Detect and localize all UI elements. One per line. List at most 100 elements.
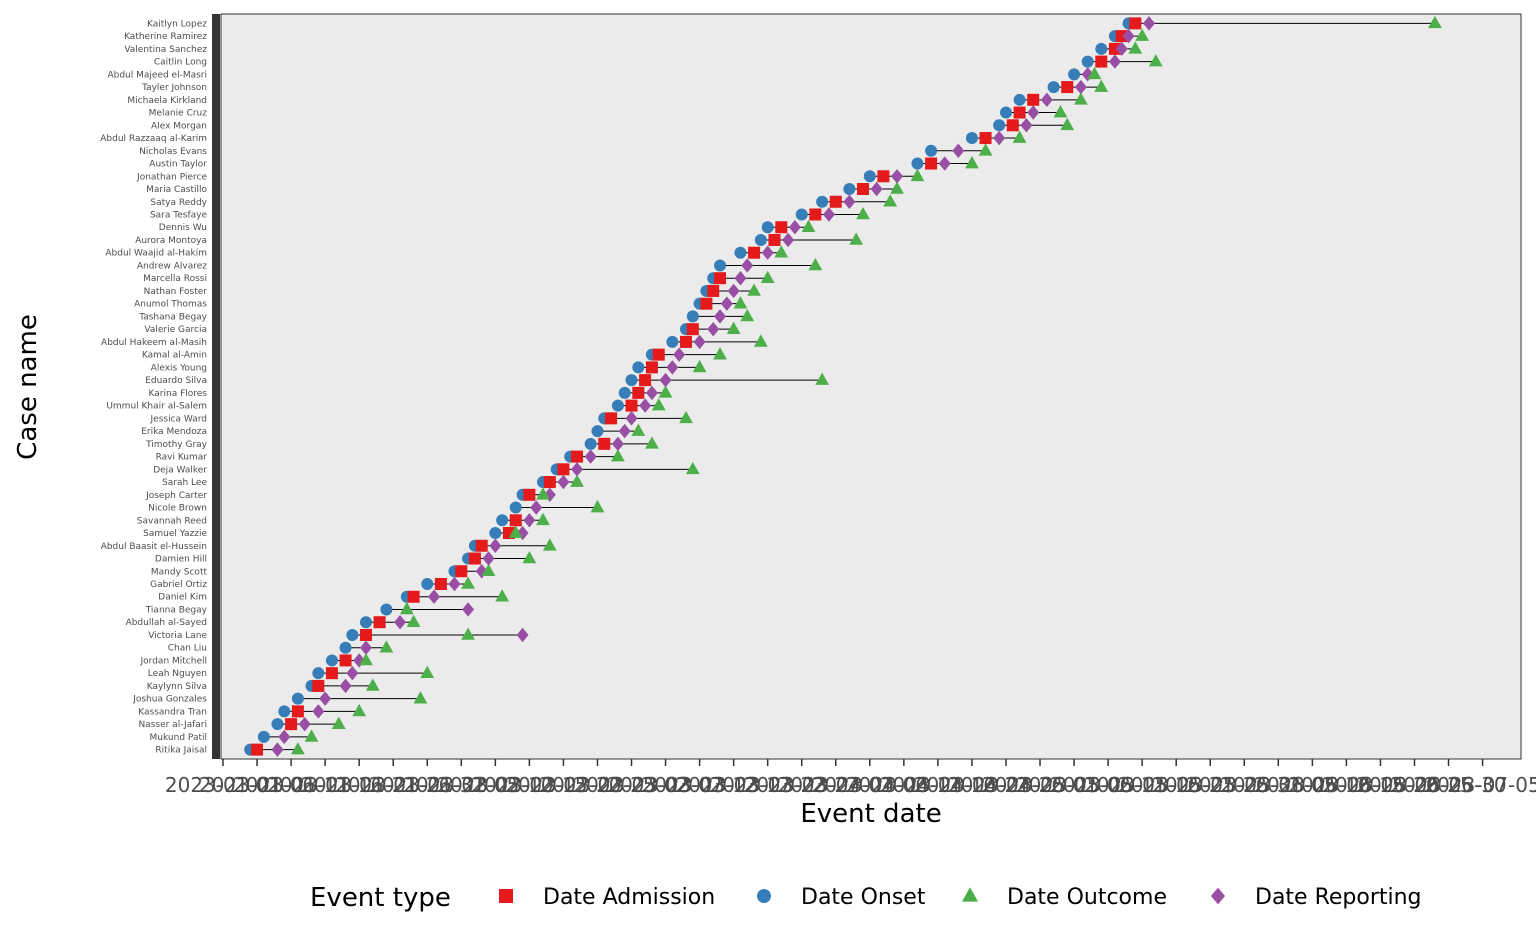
legend-label-onset: Date Onset (801, 885, 926, 910)
x-tick-label: 2023-03-27 (744, 773, 860, 797)
admission-point (686, 323, 699, 336)
outcome-point (290, 742, 305, 755)
outcome-point (331, 716, 346, 729)
onset-point (999, 106, 1012, 119)
case-label: Ritika Jaisal (155, 746, 207, 756)
outcome-point (1060, 117, 1075, 131)
admission-point (509, 514, 522, 527)
onset-point (754, 233, 767, 246)
onset-point (686, 310, 699, 323)
admission-point (809, 208, 822, 221)
reporting-point (482, 551, 495, 566)
outcome-point (359, 652, 373, 666)
case-label: Samuel Yazzie (143, 529, 207, 539)
admission-point (1129, 17, 1142, 30)
case-label: Maria Castillo (146, 185, 207, 195)
reporting-point (1020, 118, 1033, 133)
outcome-point (685, 461, 700, 475)
outcome-point (658, 385, 673, 398)
onset-point (257, 730, 270, 743)
onset-point (863, 170, 876, 183)
onset-point (632, 361, 645, 374)
outcome-point (1128, 41, 1143, 54)
case-label: Deja Walker (153, 465, 207, 475)
x-tick-label: 2023-04-06 (812, 773, 928, 797)
y-axis-labels: Ritika Jaisal Mukund Patil Nasser al-Jafar… (100, 19, 207, 755)
case-label: Joseph Carter (145, 491, 207, 501)
onset-point (714, 259, 727, 272)
reporting-point (271, 742, 284, 757)
reporting-point (298, 716, 311, 732)
x-tick-label: 2023-05-26 (1152, 773, 1268, 797)
reporting-point (618, 423, 631, 439)
onset-point (271, 718, 284, 731)
reporting-point (1081, 67, 1094, 82)
case-label: Tianna Begay (145, 605, 208, 615)
onset-point (795, 208, 808, 221)
admission-point (1006, 119, 1019, 132)
admission-point (291, 705, 304, 718)
onset-point (993, 119, 1006, 132)
x-tick-label: 2023-05-31 (1186, 773, 1302, 797)
reporting-point (639, 398, 652, 413)
admission-point (359, 628, 372, 641)
admission-point (1108, 42, 1121, 55)
case-label: Sarah Lee (162, 478, 207, 488)
reporting-point (584, 449, 597, 464)
onset-point (584, 437, 597, 450)
outcome-point (978, 143, 993, 156)
reporting-point (788, 220, 801, 235)
x-tick-label: 2023-06-10 (1254, 773, 1370, 797)
reporting-point (319, 691, 332, 706)
outcome-point (740, 308, 755, 322)
reporting-point (489, 538, 502, 553)
reporting-point (673, 347, 686, 362)
case-label: Nicholas Evans (139, 147, 207, 157)
outcome-point (570, 474, 584, 487)
outcome-point (461, 627, 476, 640)
outcome-point (747, 283, 761, 296)
outcome-point (631, 423, 646, 436)
onset-point (1047, 81, 1060, 94)
x-tick-label: 2023-02-15 (471, 773, 587, 797)
onset-point (359, 616, 372, 629)
outcome-point (406, 614, 421, 628)
admission-point (748, 246, 761, 259)
case-label: Alexis Young (151, 363, 207, 373)
reporting-point (1040, 92, 1053, 108)
case-label: Nicole Brown (148, 504, 207, 514)
admission-point (475, 539, 488, 552)
x-tick-label: 2023-05-21 (1118, 773, 1234, 797)
onset-point (291, 692, 304, 705)
outcome-point (679, 410, 693, 424)
admission-point (407, 590, 420, 603)
case-label: Aurora Montoya (135, 236, 207, 246)
case-label: Abdul Majeed el-Masri (107, 70, 207, 80)
onset-point (911, 157, 924, 170)
onset-point (591, 425, 604, 438)
admission-point (979, 132, 992, 145)
reporting-point (843, 194, 856, 209)
outcome-point (1053, 105, 1068, 118)
reporting-point (1115, 41, 1128, 57)
x-tick-label: 2023-07-05 (1424, 773, 1536, 797)
onset-point (346, 628, 359, 641)
admission-point (523, 488, 536, 501)
admission-point (325, 667, 338, 680)
case-label: Victoria Lane (148, 631, 207, 641)
reporting-point (645, 385, 658, 401)
onset-point (325, 654, 338, 667)
reporting-point (1142, 16, 1155, 31)
legend-label-outcome: Date Outcome (1007, 885, 1167, 910)
onset-point (509, 501, 522, 514)
reporting-point (571, 462, 584, 477)
reporting-point (346, 665, 359, 681)
reporting-point (1027, 105, 1040, 120)
outcome-point (304, 729, 319, 742)
case-label: Melanie Cruz (149, 109, 208, 119)
reporting-point (353, 653, 366, 668)
admission-point (455, 565, 468, 578)
admission-point (312, 679, 325, 692)
case-label: Abdul Hakeem al-Masih (101, 338, 207, 348)
reporting-point (516, 627, 529, 643)
